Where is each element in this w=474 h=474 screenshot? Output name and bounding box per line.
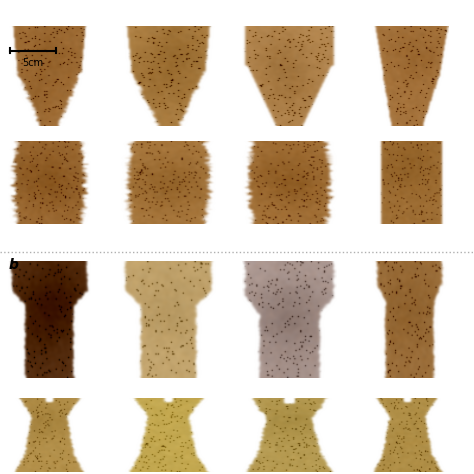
Text: 5cm: 5cm	[23, 58, 44, 68]
Text: b: b	[9, 258, 18, 273]
